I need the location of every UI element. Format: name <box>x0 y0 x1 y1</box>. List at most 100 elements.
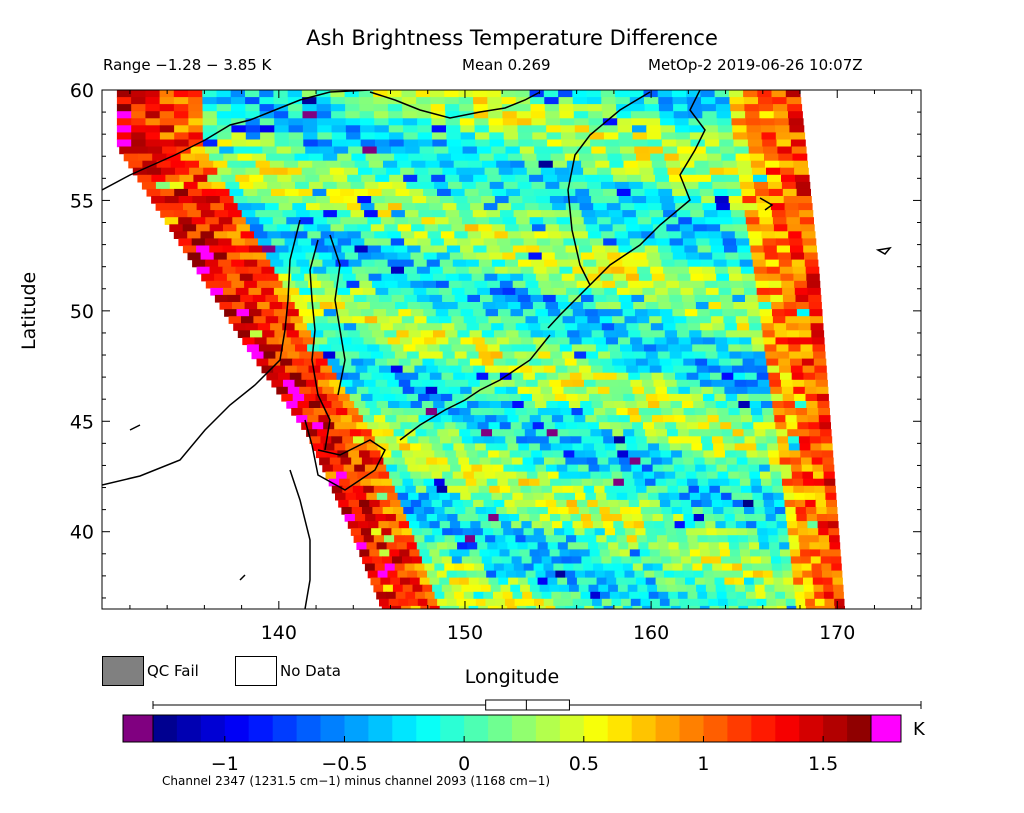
heatmap-cell <box>537 507 549 515</box>
heatmap-cell <box>797 613 807 621</box>
heatmap-cell <box>429 549 440 558</box>
heatmap-cell <box>244 259 258 268</box>
heatmap-cell <box>591 330 605 338</box>
heatmap-cell <box>204 238 219 247</box>
heatmap-cell <box>490 457 502 466</box>
heatmap-cell <box>710 613 720 621</box>
heatmap-cell <box>339 478 351 487</box>
heatmap-cell <box>551 415 564 423</box>
heatmap-cell <box>521 337 534 346</box>
heatmap-cell <box>324 287 338 296</box>
heatmap-cell <box>336 309 350 317</box>
heatmap-cell <box>729 549 741 558</box>
heatmap-cell <box>395 188 410 197</box>
heatmap-cell <box>600 358 613 367</box>
heatmap-cell <box>288 104 303 112</box>
heatmap-cell <box>735 386 748 395</box>
heatmap-cell <box>749 613 759 621</box>
heatmap-cell <box>808 294 822 303</box>
heatmap-cell <box>202 90 218 98</box>
heatmap-cell <box>432 302 446 310</box>
heatmap-cell <box>299 386 312 395</box>
heatmap-cell <box>529 217 544 225</box>
heatmap-cell <box>786 521 798 529</box>
heatmap-cell <box>327 316 341 324</box>
heatmap-cell <box>515 174 530 183</box>
heatmap-cell <box>333 146 349 155</box>
heatmap-cell <box>257 188 272 197</box>
heatmap-cell <box>345 104 360 112</box>
heatmap-cell <box>155 181 171 190</box>
heatmap-cell <box>687 535 699 543</box>
heatmap-cell <box>778 535 790 543</box>
heatmap-cell <box>412 450 425 459</box>
heatmap-cell <box>431 556 443 565</box>
heatmap-cell <box>699 379 713 388</box>
heatmap-cell <box>802 570 813 579</box>
heatmap-cell <box>466 422 479 430</box>
heatmap-cell <box>798 323 812 331</box>
heatmap-cell <box>360 203 375 211</box>
heatmap-cell <box>196 203 211 211</box>
heatmap-cell <box>363 358 376 367</box>
heatmap-cell <box>345 422 357 430</box>
heatmap-cell <box>411 224 426 232</box>
heatmap-cell <box>834 605 845 609</box>
heatmap-cell <box>311 351 324 360</box>
heatmap-cell <box>652 514 664 522</box>
heatmap-cell <box>547 507 559 515</box>
heatmap-cell <box>661 316 675 324</box>
heatmap-cell <box>364 464 377 473</box>
heatmap-cell <box>529 549 541 558</box>
colorbar-segment <box>440 715 465 742</box>
heatmap-cell <box>656 294 670 303</box>
heatmap-cell <box>309 436 321 444</box>
heatmap-cell <box>789 351 802 360</box>
heatmap-cell <box>317 118 332 126</box>
heatmap-cell <box>589 280 603 289</box>
heatmap-cell <box>678 485 690 494</box>
heatmap-cell <box>793 273 807 282</box>
heatmap-cell <box>496 337 510 346</box>
heatmap-cell <box>448 181 463 190</box>
heatmap-cell <box>159 118 175 126</box>
heatmap-cell <box>714 450 726 459</box>
heatmap-cell <box>533 563 545 572</box>
heatmap-cell <box>372 330 385 338</box>
heatmap-cell <box>761 231 776 239</box>
range-label: Range −1.28 − 3.85 K <box>103 56 272 74</box>
heatmap-cell <box>744 210 759 218</box>
heatmap-cell <box>670 499 682 508</box>
heatmap-cell <box>680 344 693 353</box>
heatmap-cell <box>440 393 453 402</box>
heatmap-cell <box>743 97 759 105</box>
heatmap-cell <box>397 280 411 289</box>
heatmap-cell <box>481 330 495 338</box>
heatmap-cell <box>223 287 237 296</box>
heatmap-cell <box>626 443 638 452</box>
heatmap-cell <box>382 507 394 515</box>
heatmap-cell <box>657 436 669 444</box>
heatmap-cell <box>698 316 712 324</box>
heatmap-cell <box>620 464 632 473</box>
heatmap-cell <box>743 499 754 508</box>
heatmap-cell <box>507 153 523 162</box>
heatmap-cell <box>635 528 647 536</box>
heatmap-cell <box>563 563 574 572</box>
heatmap-cell <box>593 563 604 572</box>
heatmap-cell <box>673 316 687 324</box>
heatmap-cell <box>554 457 566 466</box>
heatmap-cell <box>370 224 385 232</box>
heatmap-cell <box>336 372 349 381</box>
heatmap-cell <box>572 266 586 275</box>
heatmap-cell <box>406 542 418 550</box>
heatmap-cell <box>776 245 791 254</box>
heatmap-cell <box>445 450 457 459</box>
heatmap-cell <box>756 598 767 607</box>
heatmap-cell <box>398 521 410 529</box>
heatmap-cell <box>772 401 785 409</box>
heatmap-cell <box>586 535 597 543</box>
heatmap-cell <box>794 591 805 600</box>
heatmap-cell <box>631 556 642 565</box>
heatmap-cell <box>537 316 551 324</box>
